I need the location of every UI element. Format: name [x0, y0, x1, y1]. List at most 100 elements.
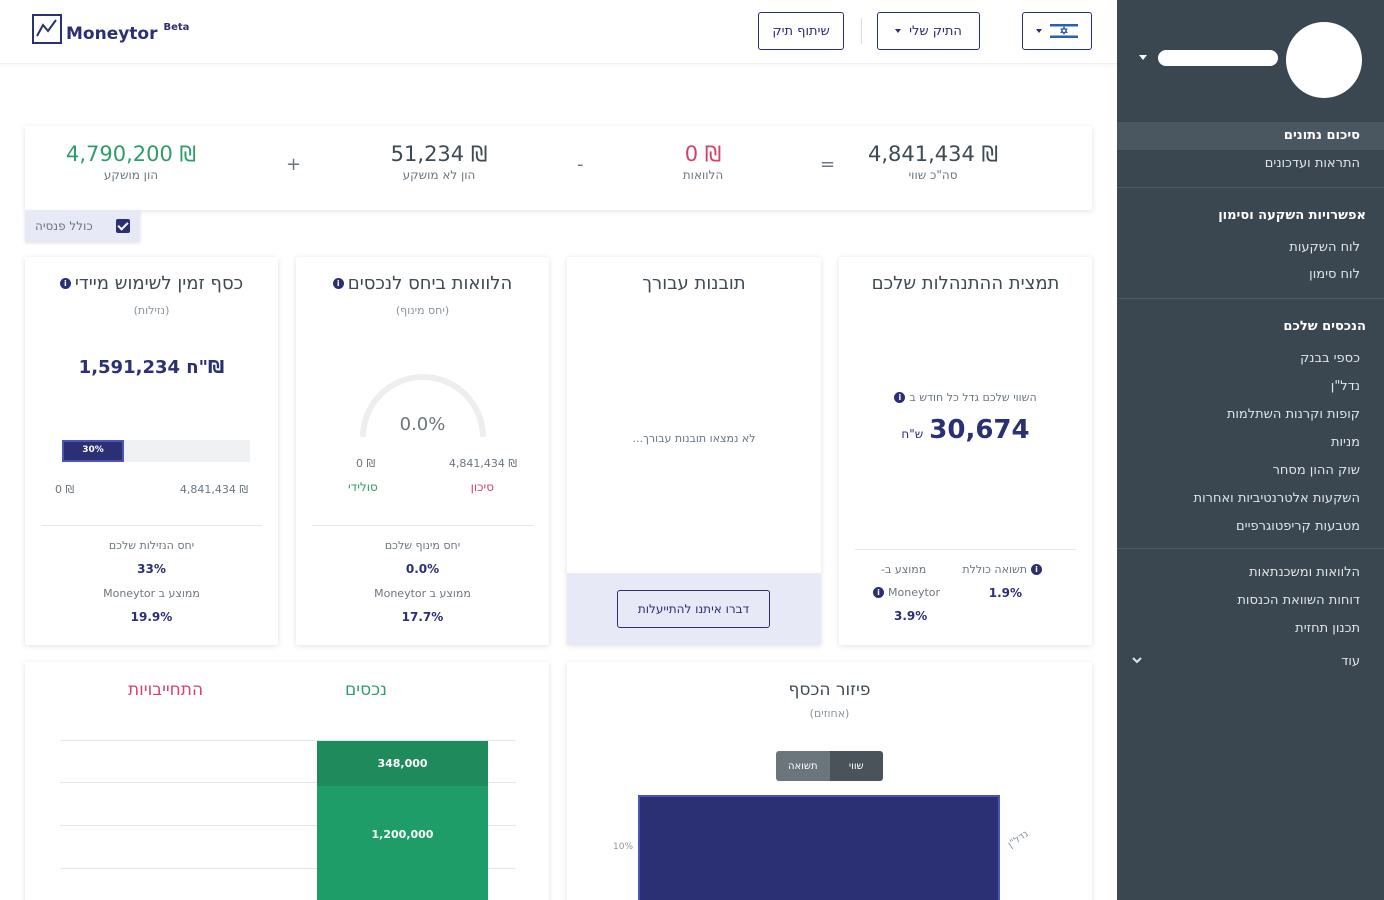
leverage-scale-min: ₪ 0 — [356, 457, 376, 470]
leverage-gauge-value: 0.0% — [399, 414, 446, 435]
summary-total: ₪ 4,841,434 סה"כ שווי — [843, 142, 1023, 182]
avatar[interactable] — [1286, 22, 1362, 98]
return-label: תשואה כוללת — [962, 563, 1027, 576]
avg-brand-row: i Moneytor — [873, 586, 940, 599]
chevron-down-icon[interactable] — [1139, 55, 1147, 60]
liabilities-label: התחייבויות — [128, 680, 204, 700]
avg-label: ממוצע ב- — [881, 563, 927, 576]
info-icon[interactable]: i — [59, 278, 71, 289]
leverage-gauge — [360, 374, 486, 438]
leverage-title: הלוואות ביחס לנכסים — [347, 273, 513, 294]
distribution-chart-card: פיזור הכסף (אחוזים) תשואה שווי 10% נדל"ן — [567, 662, 1092, 900]
chevron-down-icon — [1036, 29, 1042, 33]
liquidity-subtitle: (נזילות) — [133, 304, 170, 317]
sidebar-item-summary[interactable]: סיכום נתונים — [1117, 122, 1384, 150]
israel-flag-icon — [1050, 22, 1078, 40]
sidebar-item-tracking-board[interactable]: לוח סימון — [1309, 267, 1360, 282]
topbar-divider — [861, 18, 862, 44]
toggle-return[interactable]: תשואה — [776, 751, 830, 781]
leverage-stat-label: יחס מינוף שלכם — [384, 539, 461, 552]
growth-unit: ש"ח — [901, 427, 924, 441]
liquidity-stat-label: יחס הנזילות שלכם — [108, 539, 195, 552]
toggle-value[interactable]: שווי — [829, 751, 883, 781]
sidebar-item-investments-board[interactable]: לוח השקעות — [1289, 240, 1360, 255]
info-icon[interactable]: i — [332, 278, 344, 289]
sidebar-section-assets: הנכסים שלכם — [1283, 319, 1366, 334]
distribution-title: פיזור הכסף — [788, 680, 871, 700]
assets-bar-segment-top: 348,000 — [317, 741, 488, 786]
sidebar-divider — [1117, 298, 1384, 299]
avg-brand: Moneytor — [888, 586, 941, 599]
summary-total-label: סה"כ שווי — [908, 168, 958, 182]
brand-name: Moneytor — [66, 24, 158, 44]
assets-bar-segment-main: 1,200,000 — [317, 786, 488, 900]
sidebar-item-forecast[interactable]: תכנון תחזית — [1295, 621, 1360, 636]
my-portfolio-dropdown[interactable]: התיק שלי — [877, 12, 980, 50]
return-value: 1.9% — [988, 586, 1022, 600]
liquidity-progress-label: 30% — [82, 445, 104, 455]
card-divider — [312, 525, 533, 526]
growth-value: 30,674 — [929, 415, 1030, 445]
minus-sign: - — [577, 154, 584, 175]
leverage-safe-label: סולידי — [348, 480, 378, 494]
summary-loans-value: ₪ 0 — [684, 142, 722, 166]
sidebar-item-bank[interactable]: כספי בבנק — [1300, 351, 1360, 366]
username[interactable] — [1158, 50, 1278, 66]
summary-illiquid: ₪ 51,234 הון לא מושקע — [349, 142, 529, 182]
card-title: הלוואות ביחס לנכסים i — [296, 273, 549, 294]
distribution-subtitle: (אחוזים) — [809, 707, 850, 720]
summary-illiquid-label: הון לא מושקע — [402, 168, 476, 182]
beta-badge: Beta — [163, 22, 190, 33]
grid-line — [60, 740, 516, 741]
sidebar-divider — [1117, 187, 1384, 188]
sidebar-item-more[interactable]: עוד — [1341, 654, 1360, 669]
my-portfolio-label: התיק שלי — [909, 23, 962, 39]
include-pension-toggle[interactable]: כולל פנסיה — [25, 210, 140, 242]
insights-footer: דברו איתנו להתייעלות — [567, 573, 821, 645]
behavior-summary-card: תמצית ההתנהלות שלכם השווי שלכם גדל כל חו… — [839, 257, 1092, 645]
info-icon[interactable]: i — [873, 587, 884, 598]
sidebar: סיכום נתונים התראות ועדכונים אפשרויות הש… — [1117, 0, 1384, 900]
sidebar-item-trading[interactable]: שוק ההון מסחר — [1272, 463, 1360, 478]
summary-invested-value: ₪ 4,790,200 — [65, 142, 197, 166]
leverage-stat-value: 0.0% — [405, 562, 440, 576]
language-dropdown[interactable] — [1022, 12, 1092, 50]
logo-chart-icon — [32, 14, 62, 44]
sidebar-item-notifications[interactable]: התראות ועדכונים — [1264, 156, 1360, 171]
sidebar-item-alternative[interactable]: השקעות אלטרנטיביות ואחרות — [1193, 491, 1360, 506]
sidebar-item-funds[interactable]: קופות וקרנות השתלמות — [1226, 407, 1360, 422]
sidebar-item-stocks[interactable]: מניות — [1330, 435, 1360, 450]
chevron-down-icon — [895, 29, 902, 33]
liquidity-scale-max: ₪ 4,841,434 — [179, 483, 248, 496]
bar-category-label: נדל"ן — [1005, 828, 1031, 851]
info-icon[interactable]: i — [1031, 564, 1042, 575]
brand-logo[interactable]: Moneytor Beta — [32, 14, 189, 44]
include-pension-checkbox[interactable] — [116, 219, 130, 233]
chevron-down-icon[interactable] — [1131, 654, 1143, 666]
axis-tick-label: 10% — [613, 842, 634, 852]
sidebar-item-loans[interactable]: הלוואות ומשכנתאות — [1249, 565, 1360, 580]
card-title: כסף זמין לשימוש מיידי i — [25, 273, 278, 294]
sidebar-divider — [1117, 548, 1384, 549]
card-divider — [855, 549, 1076, 550]
leverage-scale-max: ₪ 4,841,434 — [448, 457, 517, 470]
share-portfolio-button[interactable]: שיתוף תיק — [758, 12, 844, 50]
leverage-risk-label: סיכון — [470, 480, 494, 494]
behavior-title: תמצית ההתנהלות שלכם — [871, 273, 1060, 294]
contact-us-button[interactable]: דברו איתנו להתייעלות — [617, 590, 770, 628]
liquidity-stat-value: 33% — [137, 562, 166, 576]
sidebar-item-real-estate[interactable]: נדל"ן — [1330, 379, 1360, 394]
grid-line — [60, 868, 516, 869]
real-estate-bar — [638, 795, 1000, 900]
top-bar: Moneytor Beta שיתוף תיק התיק שלי — [0, 0, 1117, 64]
sidebar-item-crypto[interactable]: מטבעות קריפטוגרפיים — [1236, 519, 1360, 534]
sidebar-item-income-reports[interactable]: דוחות השוואת הכנסות — [1237, 593, 1360, 608]
leverage-card: הלוואות ביחס לנכסים i (יחס מינוף) 0.0% ₪… — [296, 257, 549, 645]
leverage-avg-label: ממוצע ב Moneytor — [374, 587, 471, 600]
grid-line — [60, 782, 516, 783]
summary-invested-label: הון מושקע — [103, 168, 159, 182]
equals-sign: = — [820, 154, 836, 175]
liquidity-card: כסף זמין לשימוש מיידי i (נזילות) ₪"ח 1,5… — [25, 257, 278, 645]
info-icon[interactable]: i — [894, 392, 906, 403]
